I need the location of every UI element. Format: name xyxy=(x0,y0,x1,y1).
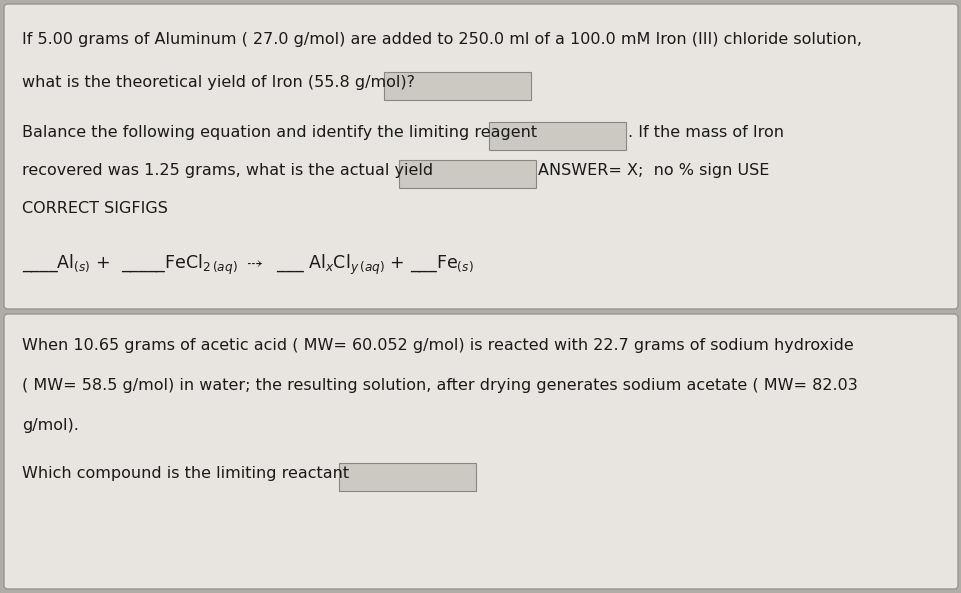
Text: what is the theoretical yield of Iron (55.8 g/mol)?: what is the theoretical yield of Iron (5… xyxy=(22,75,414,90)
FancyBboxPatch shape xyxy=(4,314,957,589)
FancyBboxPatch shape xyxy=(488,122,626,150)
FancyBboxPatch shape xyxy=(4,4,957,309)
FancyBboxPatch shape xyxy=(383,72,530,100)
Text: If 5.00 grams of Aluminum ( 27.0 g/mol) are added to 250.0 ml of a 100.0 mM Iron: If 5.00 grams of Aluminum ( 27.0 g/mol) … xyxy=(22,32,861,47)
Text: . If the mass of Iron: . If the mass of Iron xyxy=(628,125,783,140)
Text: Which compound is the limiting reactant: Which compound is the limiting reactant xyxy=(22,466,349,481)
Text: ( MW= 58.5 g/mol) in water; the resulting solution, after drying generates sodiu: ( MW= 58.5 g/mol) in water; the resultin… xyxy=(22,378,857,393)
Text: ANSWER= X;  no % sign USE: ANSWER= X; no % sign USE xyxy=(537,163,769,178)
Text: recovered was 1.25 grams, what is the actual yield: recovered was 1.25 grams, what is the ac… xyxy=(22,163,432,178)
Text: Balance the following equation and identify the limiting reagent: Balance the following equation and ident… xyxy=(22,125,536,140)
FancyBboxPatch shape xyxy=(338,463,476,491)
Text: g/mol).: g/mol). xyxy=(22,418,79,433)
Text: ____Al$_{(s)}$ +  _____FeCl$_{2\,(aq)}$ $\dashrightarrow$  ___ Al$_x$Cl$_{y\,(aq: ____Al$_{(s)}$ + _____FeCl$_{2\,(aq)}$ $… xyxy=(22,253,473,277)
Text: CORRECT SIGFIGS: CORRECT SIGFIGS xyxy=(22,201,168,216)
Text: When 10.65 grams of acetic acid ( MW= 60.052 g/mol) is reacted with 22.7 grams o: When 10.65 grams of acetic acid ( MW= 60… xyxy=(22,338,852,353)
FancyBboxPatch shape xyxy=(399,160,535,188)
